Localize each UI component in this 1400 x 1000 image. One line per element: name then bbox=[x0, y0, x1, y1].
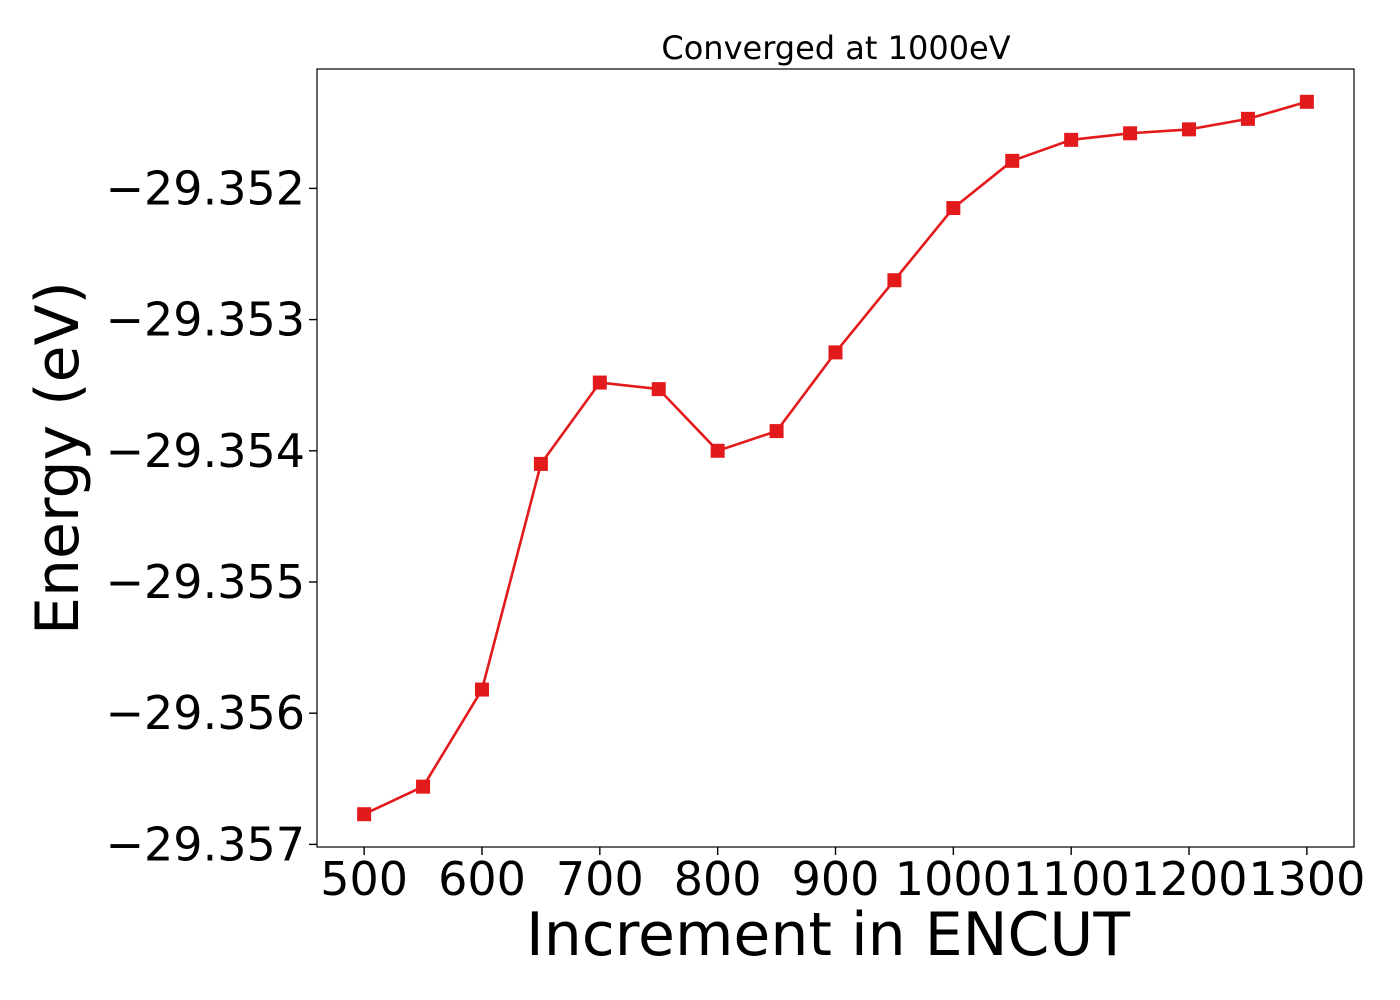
y-tick-label: −29.355 bbox=[106, 555, 306, 609]
data-point bbox=[1182, 122, 1197, 137]
data-point bbox=[416, 779, 431, 794]
data-point bbox=[474, 682, 489, 697]
y-tick-label: −29.352 bbox=[106, 161, 306, 215]
data-point bbox=[887, 273, 902, 288]
data-point bbox=[592, 375, 607, 390]
data-point bbox=[1240, 111, 1255, 126]
x-tick-label: 1000 bbox=[895, 852, 1012, 906]
data-point bbox=[1123, 126, 1138, 141]
data-point bbox=[651, 382, 666, 397]
y-tick-label: −29.356 bbox=[106, 686, 306, 740]
y-tick-label: −29.354 bbox=[106, 424, 306, 478]
x-tick-label: 600 bbox=[438, 852, 526, 906]
data-point bbox=[828, 345, 843, 360]
x-axis-label: Increment in ENCUT bbox=[526, 900, 1130, 970]
chart-title: Converged at 1000eV bbox=[661, 29, 1010, 67]
x-tick-label: 700 bbox=[556, 852, 644, 906]
data-point bbox=[1005, 153, 1020, 168]
y-tick-label: −29.357 bbox=[106, 817, 306, 871]
data-point bbox=[357, 807, 372, 822]
x-tick-label: 900 bbox=[792, 852, 880, 906]
data-point bbox=[1299, 94, 1314, 109]
data-point bbox=[769, 424, 784, 439]
x-tick-label: 1300 bbox=[1248, 852, 1365, 906]
data-point bbox=[1064, 132, 1079, 147]
data-point bbox=[533, 456, 548, 471]
x-tick-label: 1100 bbox=[1013, 852, 1130, 906]
x-tick-label: 1200 bbox=[1130, 852, 1247, 906]
data-point bbox=[710, 443, 725, 458]
plot-area: 500 600 700 800 900 1000 1100 1200 1300 −29.357 −2… bbox=[106, 68, 1365, 906]
data-point bbox=[946, 201, 961, 216]
y-tick-label: −29.353 bbox=[106, 293, 306, 347]
x-tick-label: 500 bbox=[320, 852, 408, 906]
y-axis-label: Energy (eV) bbox=[23, 281, 93, 635]
x-tick-label: 800 bbox=[674, 852, 762, 906]
